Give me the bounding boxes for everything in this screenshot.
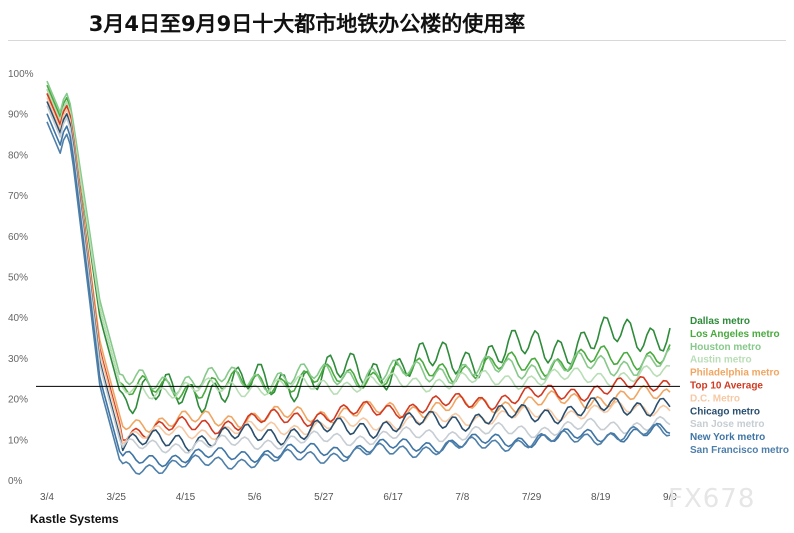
y-tick-label: 90%	[8, 110, 28, 121]
x-tick-label: 6/17	[383, 492, 403, 503]
x-tick-label: 8/19	[591, 492, 611, 503]
y-tick-label: 0%	[8, 476, 23, 487]
legend-entry: Philadelphia metro	[690, 368, 779, 379]
source-label: Kastle Systems	[30, 512, 119, 526]
series-line	[46, 97, 671, 445]
x-tick-label: 4/15	[176, 492, 196, 503]
y-tick-label: 50%	[8, 273, 28, 284]
y-tick-label: 20%	[8, 395, 28, 406]
x-tick-label: 5/6	[248, 492, 262, 503]
series-line	[46, 84, 671, 400]
y-axis-ticks: 0% 10% 20% 30% 40% 50% 60% 70% 80% 90% 100%	[8, 69, 34, 487]
x-axis-ticks: 3/4 3/25 4/15 5/6 5/27 6/17 7/8 7/29 8/19 9/9	[40, 492, 677, 503]
series-line	[46, 101, 671, 452]
y-tick-label: 100%	[8, 69, 34, 80]
series-line	[46, 113, 671, 468]
y-tick-label: 40%	[8, 313, 28, 324]
watermark: FX678	[668, 484, 756, 514]
x-tick-label: 3/4	[40, 492, 54, 503]
x-tick-label: 3/25	[106, 492, 126, 503]
legend-entry: Houston metro	[690, 342, 761, 353]
series-line	[46, 121, 671, 475]
x-tick-label: 7/8	[455, 492, 469, 503]
legend-entry: Top 10 Average	[690, 381, 763, 392]
series-line	[46, 93, 671, 434]
series-line	[46, 105, 671, 454]
x-tick-label: 7/29	[522, 492, 542, 503]
series-lines	[46, 80, 671, 475]
x-tick-label: 5/27	[314, 492, 334, 503]
legend-entry: Chicago metro	[690, 406, 760, 417]
x-tick-label: 9/9	[663, 492, 677, 503]
legend-entry: San Jose metro	[690, 419, 764, 430]
y-tick-label: 80%	[8, 150, 28, 161]
legend-entry: San Francisco metro	[690, 445, 789, 456]
legend-entry: D.C. Metro	[690, 393, 740, 404]
legend: Dallas metro Los Angeles metro Houston met…	[690, 316, 789, 456]
title-divider	[8, 40, 786, 41]
y-tick-label: 70%	[8, 191, 28, 202]
series-line	[46, 88, 671, 415]
y-tick-label: 60%	[8, 232, 28, 243]
y-tick-label: 30%	[8, 354, 28, 365]
legend-entry: Los Angeles metro	[690, 329, 780, 340]
y-tick-label: 10%	[8, 435, 28, 446]
legend-entry: Dallas metro	[690, 316, 750, 327]
chart-title: 3月4日至9月9日十大都市地铁办公楼的使用率	[88, 12, 526, 36]
series-line	[46, 88, 671, 400]
legend-entry: Austin metro	[690, 355, 752, 366]
legend-entry: New York metro	[690, 432, 765, 443]
